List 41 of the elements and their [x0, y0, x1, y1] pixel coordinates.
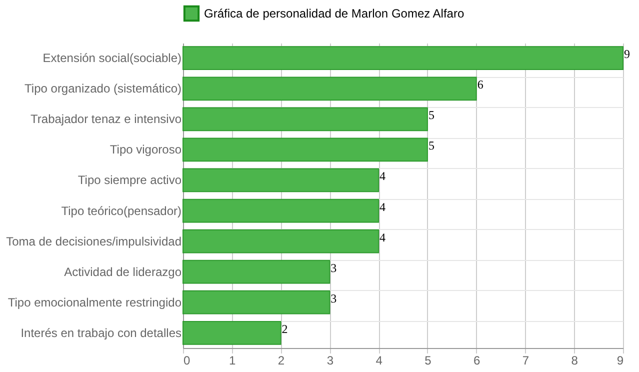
data-label: 3	[330, 291, 337, 306]
y-tick-label: Tipo teórico(pensador)	[61, 204, 182, 218]
data-label: 5	[428, 138, 434, 153]
y-tick-label: Toma de decisiones/impulsividad	[6, 234, 182, 248]
y-tick-label: Actividad de liderazgo	[64, 264, 182, 279]
bar	[182, 76, 477, 101]
data-label: 6	[477, 78, 484, 92]
y-tick-label: Tipo vigoroso	[110, 142, 182, 157]
bar	[182, 46, 624, 70]
y-tick-label: Extensión social(sociable)	[42, 51, 182, 66]
bar	[182, 320, 282, 345]
y-tick-label: Trabajador tenaz e intensivo	[30, 112, 182, 126]
x-tick-label: 4	[376, 354, 383, 368]
data-label: 4	[380, 230, 386, 244]
data-label: 9	[624, 47, 630, 62]
data-label: 3	[330, 260, 337, 275]
bar	[182, 260, 330, 284]
bar	[182, 107, 428, 132]
y-tick-label: Tipo organizado (sistemático)	[24, 82, 182, 96]
x-tick-label: 8	[571, 354, 578, 368]
x-tick-label: 6	[473, 354, 480, 368]
data-label: 4	[380, 200, 386, 214]
y-tick-label: Tipo siempre activo	[78, 173, 182, 188]
data-label: 2	[282, 322, 288, 336]
legend-label: Gráfica de personalidad de Marlon Gomez Alfaro	[204, 6, 464, 20]
x-tick-label: 9	[616, 354, 624, 368]
y-tick-label: Interés en trabajo con detalles	[20, 326, 182, 340]
x-tick-label: 2	[278, 354, 285, 368]
x-tick-label: 5	[424, 354, 432, 368]
x-tick-label: 1	[229, 354, 236, 368]
y-tick-label: Tipo emocionalmente restringido	[8, 295, 182, 310]
x-tick-label: 0	[184, 354, 190, 368]
x-tick-label: 3	[326, 354, 334, 368]
data-label: 5	[428, 108, 434, 122]
bar	[182, 290, 330, 314]
x-tick-label: 7	[522, 354, 530, 368]
bar	[182, 138, 428, 162]
bar	[182, 198, 380, 223]
bar	[182, 229, 380, 254]
bar	[182, 168, 380, 192]
data-label: 4	[380, 169, 386, 184]
